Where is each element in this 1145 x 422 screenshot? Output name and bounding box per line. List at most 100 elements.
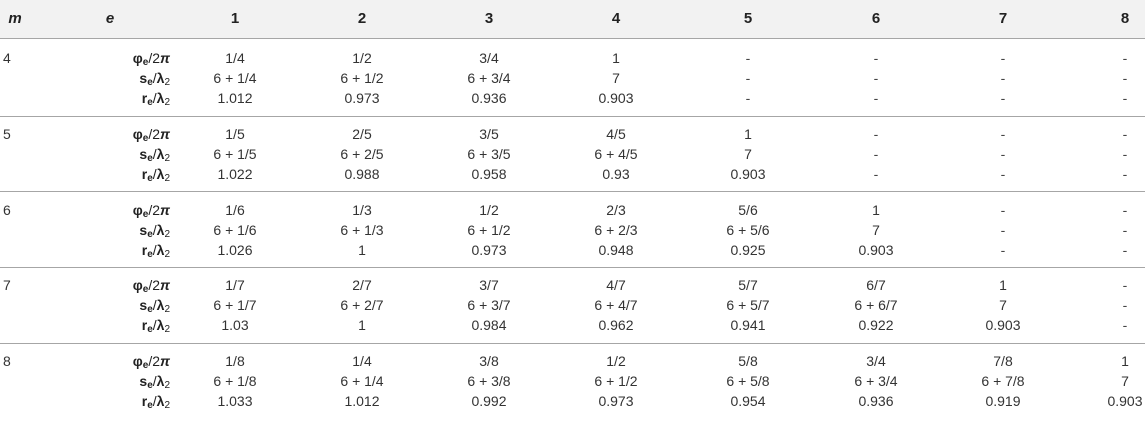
- table-cell: 6 + 1/4: [213, 70, 257, 86]
- table-cell: -: [1122, 242, 1128, 258]
- table-cell: 0.93: [602, 166, 630, 182]
- header-col-5: 5: [743, 10, 753, 27]
- table-cell: 1.012: [217, 90, 253, 106]
- table-cell: -: [1122, 146, 1128, 162]
- table-cell: -: [1000, 242, 1006, 258]
- table-cell: 1/6: [225, 202, 245, 218]
- table-cell: 7: [612, 70, 620, 86]
- table-cell: 1: [872, 202, 880, 218]
- table-cell: 6 + 1/6: [213, 222, 257, 238]
- table-cell: 3/7: [479, 277, 499, 293]
- table-cell: 1.033: [217, 393, 253, 409]
- table-cell: -: [873, 166, 879, 182]
- header-col-7: 7: [998, 10, 1008, 27]
- table-cell: 7: [1121, 373, 1129, 389]
- table-cell: 0.903: [1107, 393, 1143, 409]
- table-cell: 0.941: [730, 317, 766, 333]
- table-cell: 1/4: [225, 50, 245, 66]
- table-cell: 3/4: [866, 353, 886, 369]
- table-cell: 6 + 1/3: [340, 222, 384, 238]
- row-label-phi: φe/2π: [132, 277, 170, 295]
- table-cell: -: [1000, 126, 1006, 142]
- table-cell: 1: [612, 50, 620, 66]
- table-cell: 0.948: [598, 242, 634, 258]
- table-cell: 1: [358, 242, 366, 258]
- table-cell: 0.922: [858, 317, 894, 333]
- table-cell: 0.984: [471, 317, 507, 333]
- table-cell: -: [1122, 90, 1128, 106]
- table-cell: -: [873, 50, 879, 66]
- table-cell: 7/8: [993, 353, 1013, 369]
- table-cell: 1/5: [225, 126, 245, 142]
- table-cell: -: [1122, 70, 1128, 86]
- table-cell: -: [1000, 90, 1006, 106]
- row-label-s: se/λ2: [139, 297, 170, 315]
- group-divider: [0, 116, 1145, 117]
- table-cell: 1/7: [225, 277, 245, 293]
- header-col-6: 6: [871, 10, 881, 27]
- table-cell: 1: [999, 277, 1007, 293]
- group-m-value: 7: [3, 277, 11, 293]
- table-cell: 7: [744, 146, 752, 162]
- table-cell: 0.992: [471, 393, 507, 409]
- table-cell: 0.903: [858, 242, 894, 258]
- table-cell: 6 + 2/7: [340, 297, 384, 313]
- table-cell: 1/3: [352, 202, 372, 218]
- table-cell: 6 + 1/5: [213, 146, 257, 162]
- table-cell: 1: [1121, 353, 1129, 369]
- table-cell: -: [1000, 70, 1006, 86]
- table-cell: 6 + 7/8: [981, 373, 1025, 389]
- table-cell: 6 + 1/2: [340, 70, 384, 86]
- table-cell: 1.022: [217, 166, 253, 182]
- header-col-1: 1: [230, 10, 240, 27]
- table-cell: -: [1122, 126, 1128, 142]
- row-label-r: re/λ2: [141, 166, 170, 184]
- table-cell: 0.958: [471, 166, 507, 182]
- row-label-phi: φe/2π: [132, 50, 170, 68]
- table-cell: 1.026: [217, 242, 253, 258]
- group-m-value: 6: [3, 202, 11, 218]
- table-cell: 6 + 5/6: [726, 222, 770, 238]
- table-cell: 0.919: [985, 393, 1021, 409]
- table-cell: 0.936: [858, 393, 894, 409]
- row-label-phi: φe/2π: [132, 353, 170, 371]
- header-col-2: 2: [357, 10, 367, 27]
- table-cell: 3/5: [479, 126, 499, 142]
- table-cell: -: [1000, 50, 1006, 66]
- table-cell: 1/8: [225, 353, 245, 369]
- table-cell: 0.973: [344, 90, 380, 106]
- table-cell: 1/2: [352, 50, 372, 66]
- table-cell: 0.903: [985, 317, 1021, 333]
- table-cell: 0.973: [598, 393, 634, 409]
- table-cell: 1/2: [606, 353, 626, 369]
- table-cell: -: [1000, 146, 1006, 162]
- table-cell: -: [1122, 317, 1128, 333]
- table-cell: -: [1000, 166, 1006, 182]
- table-cell: -: [1122, 277, 1128, 293]
- table-cell: -: [873, 126, 879, 142]
- table-cell: 6 + 5/7: [726, 297, 770, 313]
- table-cell: -: [1122, 202, 1128, 218]
- table-cell: 6 + 4/5: [594, 146, 638, 162]
- table-cell: 4/5: [606, 126, 626, 142]
- row-label-phi: φe/2π: [132, 126, 170, 144]
- row-label-r: re/λ2: [141, 317, 170, 335]
- table-cell: -: [1122, 222, 1128, 238]
- table-cell: 1/2: [479, 202, 499, 218]
- row-label-r: re/λ2: [141, 90, 170, 108]
- table-cell: 4/7: [606, 277, 626, 293]
- table-cell: 1: [358, 317, 366, 333]
- header-m: m: [8, 10, 22, 27]
- table-cell: 3/8: [479, 353, 499, 369]
- table-cell: -: [1000, 202, 1006, 218]
- table-cell: -: [873, 90, 879, 106]
- row-label-s: se/λ2: [139, 70, 170, 88]
- group-divider: [0, 38, 1145, 39]
- table-cell: 7: [872, 222, 880, 238]
- table-cell: 5/6: [738, 202, 758, 218]
- table-cell: 1.03: [221, 317, 249, 333]
- table-cell: 6 + 1/4: [340, 373, 384, 389]
- group-m-value: 4: [3, 50, 11, 66]
- table-cell: 1: [744, 126, 752, 142]
